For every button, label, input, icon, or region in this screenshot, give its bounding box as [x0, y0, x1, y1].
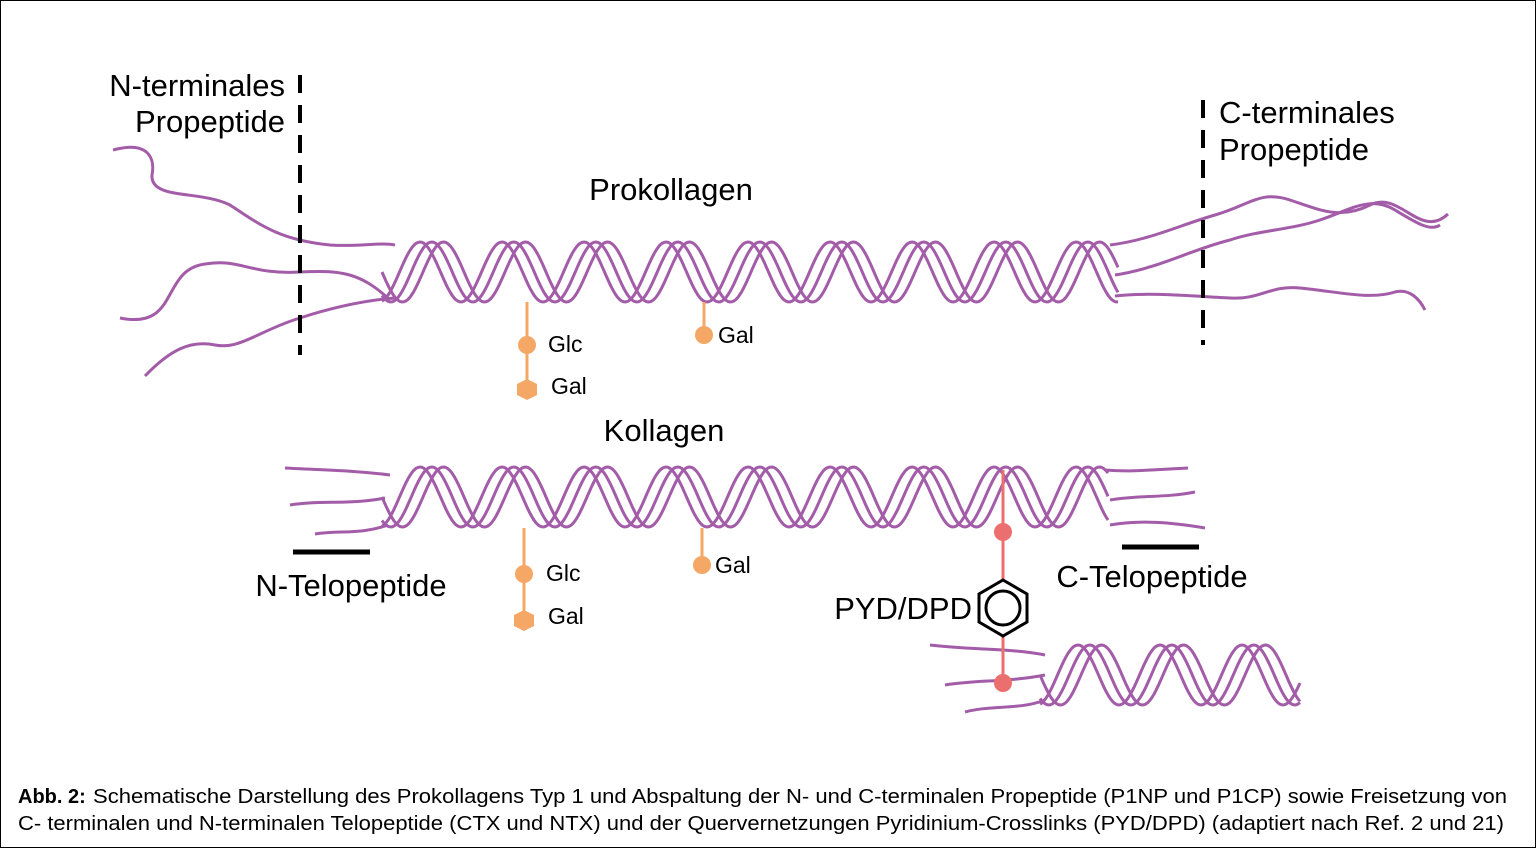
galactose: [695, 326, 713, 344]
label: N-Telopeptide: [255, 568, 446, 603]
label: Propeptide: [1219, 132, 1369, 167]
tail: [284, 466, 391, 477]
helix-strand: [380, 240, 1120, 304]
tail: [112, 145, 396, 247]
tail: [119, 261, 392, 322]
tail: [1109, 490, 1196, 502]
tail: [1114, 286, 1427, 311]
tail: [929, 643, 1046, 657]
tail: [944, 673, 1046, 687]
label: Propeptide: [135, 104, 285, 139]
galactose: [693, 556, 711, 574]
label: N-terminales: [109, 68, 285, 103]
sugar-label: Glc: [548, 331, 583, 357]
crosslink-node: [994, 523, 1012, 541]
tail: [1114, 202, 1441, 277]
helix-strand: [380, 465, 1110, 529]
pyridinium-ring: [984, 589, 1022, 627]
helix-strand: [1038, 643, 1302, 707]
caption-label: Abb. 2:: [18, 786, 86, 808]
glucose: [515, 565, 533, 583]
sugar-label: Glc: [546, 560, 581, 586]
sugar-label: Gal: [548, 603, 584, 629]
tail: [1104, 466, 1189, 473]
tail: [964, 698, 1046, 714]
tail: [1109, 195, 1450, 247]
helix-strand: [1039, 643, 1302, 707]
helix-strand: [381, 240, 1118, 304]
label: C-terminales: [1219, 95, 1395, 130]
label: C-Telopeptide: [1056, 559, 1247, 594]
helices: [380, 240, 1302, 707]
title: Kollagen: [604, 413, 725, 448]
sugar-label: Gal: [715, 552, 751, 578]
tail: [143, 296, 396, 378]
glucose: [518, 336, 536, 354]
tail: [1109, 520, 1206, 530]
sugar-label: Gal: [551, 373, 587, 399]
caption-text: C- terminalen und N-terminalen Telopepti…: [18, 813, 1504, 835]
galactose: [517, 379, 537, 400]
helix-strand: [381, 465, 1110, 529]
caption-text: Schematische Darstellung des Prokollagen…: [93, 786, 1507, 808]
label: PYD/DPD: [834, 591, 972, 626]
tail: [289, 496, 386, 507]
crosslink-node: [994, 674, 1012, 692]
tail: [314, 523, 389, 536]
helix-strand: [380, 240, 1120, 304]
helix-strand: [380, 465, 1110, 529]
title: Prokollagen: [589, 172, 753, 207]
galactose: [514, 610, 534, 631]
sugar-label: Gal: [718, 322, 754, 348]
